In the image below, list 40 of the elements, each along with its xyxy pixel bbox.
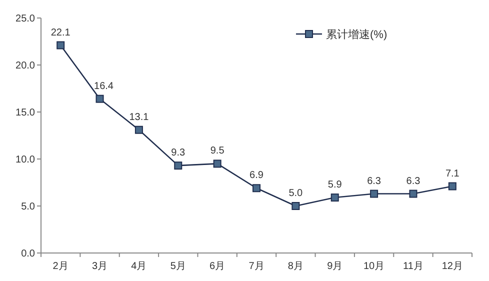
x-tick-label: 11月 xyxy=(403,261,424,272)
point xyxy=(174,162,182,170)
point xyxy=(409,190,418,198)
point xyxy=(292,202,300,210)
data-label: 7.1 xyxy=(445,168,460,180)
data-label: 5.0 xyxy=(288,188,304,199)
x-tick-label: 8月 xyxy=(288,261,304,272)
data-label: 13.1 xyxy=(129,112,150,123)
point xyxy=(134,126,143,134)
y-tick-label: 5.0 xyxy=(21,202,36,212)
data-label: 22.1 xyxy=(50,27,71,38)
x-tick-label: 2月 xyxy=(52,261,68,272)
legend-label: 累计增速(%) xyxy=(326,28,388,41)
x-tick-label: 6月 xyxy=(210,261,226,272)
data-label: 6.3 xyxy=(406,176,421,187)
y-tick-label: 10.0 xyxy=(16,154,36,166)
point xyxy=(213,160,222,168)
x-tick-label: 7月 xyxy=(248,261,264,272)
data-label: 6.9 xyxy=(250,170,264,182)
data-label: 9.3 xyxy=(171,148,186,159)
y-tick-label: 0.0 xyxy=(21,248,36,260)
x-tick-label: 3月 xyxy=(92,261,108,272)
data-label: 6.3 xyxy=(367,176,382,187)
point xyxy=(370,190,378,198)
y-tick-label: 20.0 xyxy=(16,60,36,72)
y-tick-label: 15.0 xyxy=(16,108,36,118)
point xyxy=(96,94,104,103)
point xyxy=(56,41,65,50)
x-tick-label: 4月 xyxy=(131,261,147,272)
point xyxy=(252,184,260,192)
x-tick-label: 5月 xyxy=(170,261,186,272)
x-tick-label: 10月 xyxy=(363,261,385,272)
point xyxy=(330,194,339,202)
data-label: 16.4 xyxy=(94,80,114,92)
data-label: 9.5 xyxy=(210,146,225,157)
point xyxy=(448,182,456,190)
x-tick-label: 9月 xyxy=(327,261,343,272)
data-label: 5.9 xyxy=(328,180,342,191)
y-tick-label: 25.0 xyxy=(16,14,36,24)
x-tick-label: 12月 xyxy=(442,261,463,272)
